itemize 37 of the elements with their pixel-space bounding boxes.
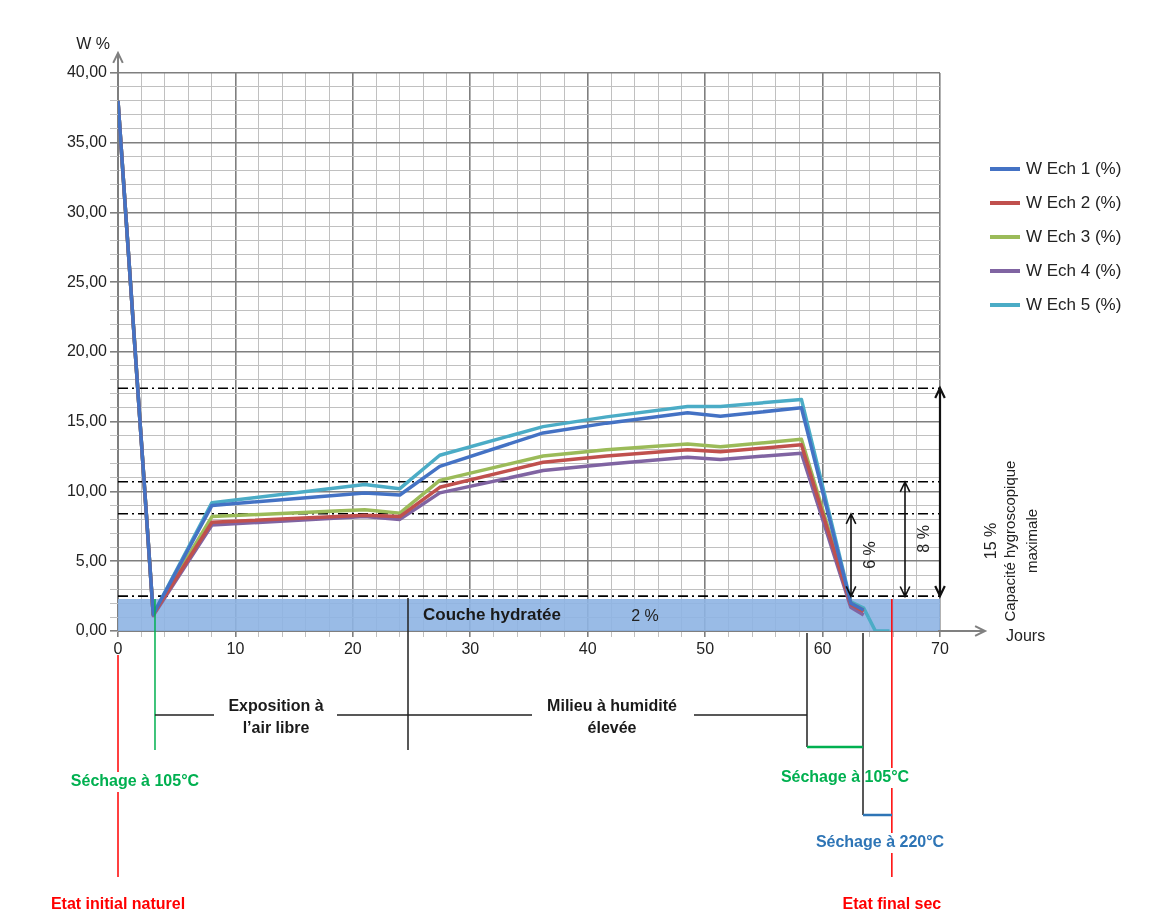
x-tick-label: 70 xyxy=(931,640,949,658)
y-axis-title: W % xyxy=(76,35,110,53)
y-tick-label: 30,00 xyxy=(66,202,108,220)
legend-label: W Ech 3 (%) xyxy=(1026,227,1122,247)
x-tick-label: 20 xyxy=(343,640,362,658)
ref-line-label: Etat initial naturel xyxy=(50,895,186,913)
y-tick-label: 5,00 xyxy=(75,551,108,569)
text: Exposition à l’air libre xyxy=(228,697,324,737)
text: Capacité hygroscopique maximale xyxy=(1001,460,1041,622)
annotation: 6 % xyxy=(861,541,879,569)
annotation: 8 % xyxy=(915,525,933,553)
text: Séchage à 105°C xyxy=(780,768,910,786)
x-tick-label: 60 xyxy=(813,640,832,658)
x-tick-label: 50 xyxy=(696,640,715,658)
y-tick-label: 0,00 xyxy=(75,621,108,639)
band-label: Couche hydratée xyxy=(423,604,561,624)
y-tick-label: 20,00 xyxy=(66,342,108,360)
text: 15 % xyxy=(982,522,1000,560)
x-tick-label: 10 xyxy=(226,640,245,658)
legend-label: W Ech 5 (%) xyxy=(1026,295,1122,315)
y-tick-label: 15,00 xyxy=(66,412,108,430)
ref-line-label: Séchage à 105°C xyxy=(70,772,200,790)
legend-label: W Ech 2 (%) xyxy=(1026,193,1122,213)
y-tick-label: 35,00 xyxy=(66,133,108,151)
legend-label: W Ech 4 (%) xyxy=(1026,261,1122,281)
text: Milieu à humidité élevée xyxy=(547,697,677,737)
x-axis-title: Jours xyxy=(1006,627,1046,645)
x-tick-label: 30 xyxy=(461,640,480,658)
ref-line-label: Etat final sec xyxy=(842,895,942,913)
x-tick-label: 0 xyxy=(113,640,123,658)
y-tick-label: 10,00 xyxy=(66,481,108,499)
y-tick-label: 25,00 xyxy=(66,272,108,290)
x-tick-label: 40 xyxy=(578,640,597,658)
y-tick-label: 40,00 xyxy=(66,63,108,81)
annotation: 2 % xyxy=(631,607,659,625)
legend-label: W Ech 1 (%) xyxy=(1026,159,1122,179)
text: Séchage à 220°C xyxy=(815,833,945,851)
